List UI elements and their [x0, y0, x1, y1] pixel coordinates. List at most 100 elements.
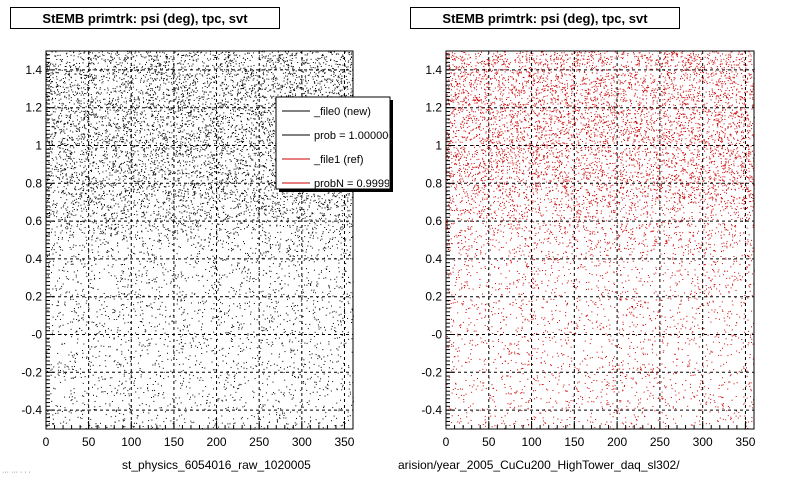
data-point — [84, 134, 86, 136]
data-point — [95, 222, 97, 224]
data-point — [172, 249, 174, 251]
data-point — [318, 365, 320, 367]
data-point — [80, 221, 81, 223]
data-point — [126, 140, 128, 142]
data-point — [330, 51, 332, 53]
data-point — [68, 111, 70, 113]
data-point — [281, 193, 283, 195]
data-point — [238, 99, 240, 101]
data-point — [96, 333, 98, 335]
data-point — [205, 133, 206, 135]
data-point — [244, 302, 246, 304]
data-point — [339, 230, 340, 232]
data-point — [202, 148, 204, 150]
data-point — [76, 172, 78, 174]
data-point — [266, 167, 267, 169]
data-point — [231, 324, 233, 326]
data-point — [151, 397, 152, 398]
data-point — [298, 203, 299, 205]
data-point — [135, 291, 137, 293]
data-point — [201, 367, 203, 368]
data-point — [277, 202, 279, 204]
data-point — [252, 180, 254, 182]
data-point — [109, 72, 110, 74]
data-point — [112, 212, 114, 214]
data-point — [77, 281, 79, 283]
data-point — [133, 214, 135, 215]
data-point — [227, 177, 229, 179]
data-point — [323, 75, 324, 77]
data-point — [274, 98, 276, 100]
data-point — [154, 72, 156, 74]
data-point — [129, 408, 131, 410]
data-point — [186, 112, 188, 114]
data-point — [237, 234, 239, 236]
data-point — [191, 161, 193, 163]
data-point — [212, 419, 214, 421]
data-point — [341, 424, 343, 426]
data-point — [302, 79, 304, 81]
data-point — [239, 196, 241, 198]
data-point — [106, 193, 108, 195]
data-point — [341, 210, 343, 212]
data-point — [172, 398, 174, 400]
data-point — [143, 150, 145, 152]
data-point — [279, 264, 281, 266]
data-point — [283, 196, 285, 197]
data-point — [178, 205, 180, 207]
data-point — [235, 176, 237, 178]
data-point — [75, 330, 77, 332]
data-point — [267, 250, 269, 252]
data-point — [197, 150, 199, 151]
data-point — [260, 208, 262, 210]
data-point — [63, 131, 65, 133]
data-point — [120, 65, 122, 67]
data-point — [238, 387, 240, 389]
data-point — [236, 54, 238, 56]
data-point — [169, 108, 171, 110]
data-point — [139, 314, 141, 316]
data-point — [232, 155, 234, 157]
data-point — [235, 186, 237, 188]
data-point — [261, 223, 263, 225]
data-point — [187, 330, 189, 332]
data-point — [306, 300, 308, 302]
data-point — [120, 90, 122, 92]
data-point — [292, 70, 294, 72]
data-point — [207, 192, 209, 194]
data-point — [59, 151, 61, 153]
data-point — [142, 216, 144, 218]
data-point — [153, 171, 155, 172]
data-point — [62, 86, 64, 88]
data-point — [72, 139, 74, 141]
data-point — [300, 333, 302, 335]
data-point — [286, 386, 288, 388]
data-point — [254, 192, 256, 194]
data-point — [341, 95, 343, 97]
data-point — [297, 210, 298, 212]
data-point — [71, 195, 73, 197]
data-point — [276, 217, 278, 219]
data-point — [101, 195, 103, 196]
data-point — [270, 58, 272, 60]
data-point — [276, 78, 278, 80]
data-point — [251, 88, 253, 90]
data-point — [211, 215, 212, 217]
data-point — [263, 199, 265, 201]
data-point — [296, 86, 298, 88]
data-point — [274, 292, 276, 294]
data-point — [149, 51, 151, 53]
data-point — [89, 114, 91, 116]
data-point — [117, 114, 118, 116]
data-point — [199, 309, 201, 311]
data-point — [100, 70, 102, 72]
data-point — [125, 118, 126, 120]
data-point — [143, 214, 145, 216]
data-point — [273, 181, 275, 183]
data-point — [274, 103, 275, 105]
data-point — [73, 204, 75, 205]
data-point — [192, 104, 194, 106]
data-point — [179, 291, 181, 293]
data-point — [250, 132, 252, 134]
data-point — [155, 173, 157, 175]
